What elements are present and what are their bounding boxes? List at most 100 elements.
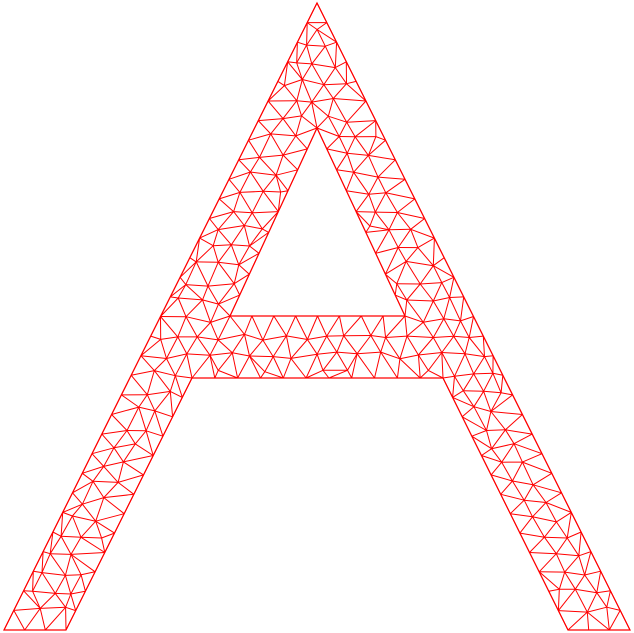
mesh-edge	[275, 154, 284, 176]
mesh-edge	[404, 299, 408, 317]
mesh-edge	[70, 593, 77, 611]
mesh-edge	[196, 322, 211, 338]
mesh-edge	[384, 247, 399, 275]
mesh-edge	[481, 448, 492, 456]
mesh-edge	[185, 316, 198, 338]
mesh-edge	[290, 353, 318, 359]
mesh-edge	[345, 172, 355, 191]
mesh-edge	[529, 536, 545, 553]
mesh-edge	[380, 351, 401, 360]
mesh-edge	[449, 297, 461, 322]
mesh-edge	[558, 571, 566, 590]
mesh-edge	[103, 447, 115, 467]
mesh-edge	[555, 553, 566, 573]
mesh-edge	[150, 335, 161, 340]
mesh-edge	[490, 411, 523, 415]
mesh-edge	[249, 171, 264, 192]
mesh-edge	[311, 101, 329, 117]
mesh-edge	[70, 553, 96, 573]
mesh-edge	[353, 172, 370, 195]
mesh-edge	[368, 176, 379, 195]
mesh-edge	[179, 276, 187, 285]
mesh-edge	[249, 245, 260, 254]
mesh-edge	[460, 320, 470, 338]
mesh-edge	[578, 551, 592, 557]
mesh-edge	[492, 373, 502, 393]
mesh-edge	[388, 228, 411, 231]
mesh-edge	[147, 390, 171, 396]
mesh-edge	[370, 315, 384, 336]
mesh-edge	[287, 61, 303, 80]
mesh-edge	[501, 443, 515, 463]
mesh-edge	[238, 252, 260, 266]
mesh-edge	[442, 375, 455, 379]
mesh-edge	[80, 536, 106, 553]
mesh-edge	[419, 370, 429, 379]
mesh-edge	[406, 299, 434, 302]
mesh-edge	[523, 484, 534, 501]
mesh-edge	[524, 499, 547, 503]
mesh-edge	[238, 159, 251, 173]
mesh-edge	[404, 315, 408, 337]
mesh-edge	[453, 336, 466, 355]
mesh-edge	[347, 152, 369, 156]
mesh-edge	[397, 229, 412, 248]
mesh-edge	[52, 531, 62, 537]
mesh-edge	[103, 482, 119, 498]
mesh-edge	[230, 225, 245, 246]
mesh-edge	[92, 481, 105, 498]
mesh-edge	[95, 513, 125, 522]
mesh-edge	[177, 297, 187, 317]
mesh-edge	[230, 244, 240, 265]
mesh-edge	[301, 101, 313, 117]
mesh-edge	[375, 229, 390, 254]
mesh-edge	[44, 606, 66, 631]
mesh-edge	[369, 225, 390, 231]
mesh-edge	[346, 80, 357, 85]
mesh-edge	[117, 474, 144, 483]
mesh-edge	[336, 169, 354, 173]
mesh-edge	[62, 511, 73, 517]
mesh-edge	[270, 118, 284, 135]
mesh-edge	[326, 335, 338, 353]
mesh-edge	[195, 238, 201, 262]
mesh-edge	[375, 136, 386, 141]
mesh-edge	[296, 42, 298, 63]
mesh-edge	[72, 492, 83, 505]
mesh-edge	[346, 121, 356, 138]
mesh-edge	[461, 406, 475, 418]
mesh-edge	[65, 574, 82, 576]
mesh-edge	[169, 284, 187, 298]
mesh-edge	[316, 29, 326, 47]
mesh-edge	[134, 430, 147, 445]
mesh-edge	[277, 191, 282, 212]
mesh-edge	[262, 228, 269, 233]
mesh-edge	[396, 283, 408, 301]
mesh-edge	[374, 351, 382, 379]
mesh-edge	[311, 101, 318, 129]
mesh-edge	[103, 497, 125, 515]
mesh-edge	[522, 461, 552, 474]
mesh-edge	[462, 373, 475, 391]
mesh-edge	[32, 572, 43, 592]
mesh-edge	[469, 335, 484, 338]
mesh-edge	[608, 610, 621, 631]
mesh-edge	[486, 411, 492, 431]
mesh-edge	[122, 443, 136, 463]
mesh-edge	[301, 115, 318, 129]
mesh-edge	[283, 61, 289, 86]
mesh-edge	[370, 335, 386, 338]
mesh-edge	[432, 300, 445, 319]
mesh-edge	[239, 192, 253, 214]
mesh-edge	[64, 575, 72, 595]
mesh-edge	[186, 336, 198, 355]
mesh-edge	[511, 480, 525, 501]
mesh-edge	[82, 497, 104, 505]
mesh-edge	[250, 171, 277, 176]
mesh-edge	[121, 394, 140, 408]
mesh-edge	[249, 355, 274, 358]
mesh-edge	[249, 339, 264, 357]
mesh-edge	[336, 351, 348, 371]
mesh-edge	[261, 211, 279, 230]
mesh-edge	[464, 353, 475, 375]
